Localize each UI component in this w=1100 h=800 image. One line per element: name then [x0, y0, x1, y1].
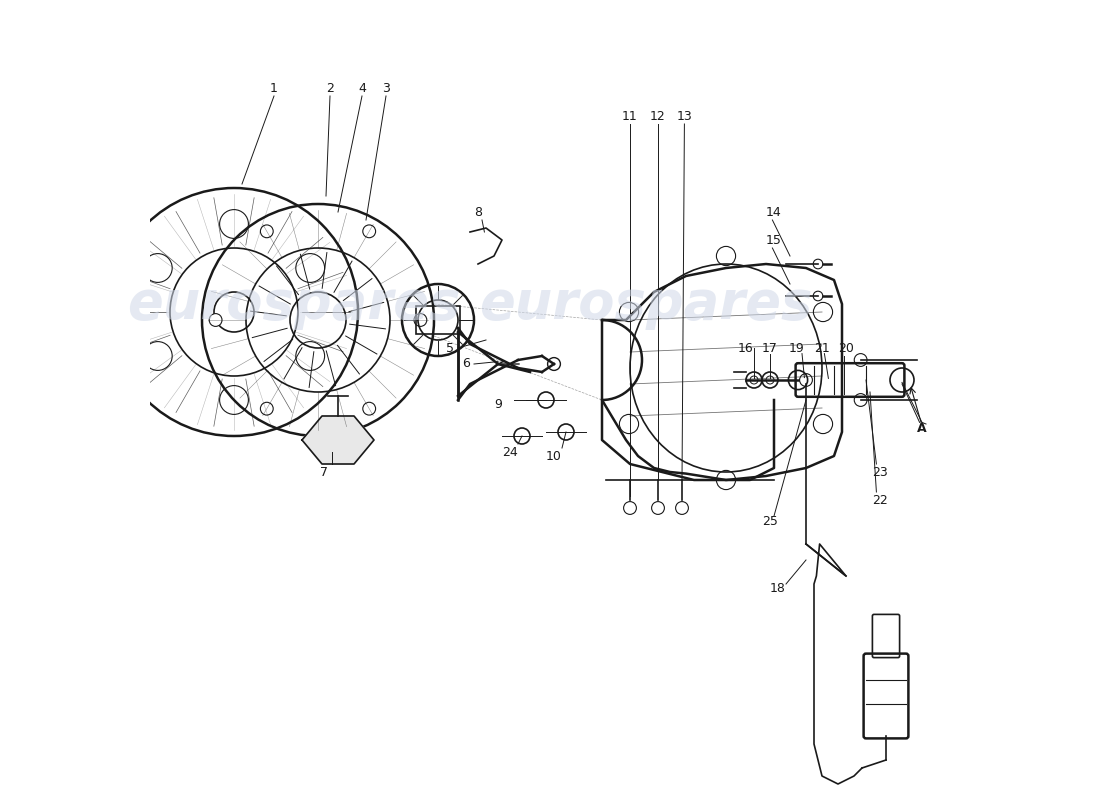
Text: 13: 13: [676, 110, 692, 122]
Text: eurospares: eurospares: [128, 278, 461, 330]
Circle shape: [548, 358, 560, 370]
Text: 12: 12: [650, 110, 666, 122]
Text: 19: 19: [789, 342, 804, 354]
Text: 3: 3: [382, 82, 389, 94]
Text: 5: 5: [446, 342, 454, 354]
Circle shape: [363, 225, 375, 238]
Text: A: A: [917, 422, 927, 434]
Text: 1: 1: [271, 82, 278, 94]
Circle shape: [261, 402, 273, 415]
Text: 14: 14: [766, 206, 782, 218]
Text: 7: 7: [320, 466, 329, 478]
Text: eurospares: eurospares: [480, 278, 813, 330]
Text: 22: 22: [871, 494, 888, 506]
Text: 10: 10: [546, 450, 562, 462]
Circle shape: [209, 314, 222, 326]
Text: 23: 23: [871, 466, 888, 478]
Text: 8: 8: [474, 206, 482, 218]
Text: 20: 20: [838, 342, 854, 354]
Circle shape: [363, 402, 375, 415]
Text: 17: 17: [762, 342, 778, 354]
Text: 21: 21: [814, 342, 829, 354]
Text: 24: 24: [502, 446, 518, 458]
Circle shape: [261, 225, 273, 238]
Text: 16: 16: [738, 342, 754, 354]
Text: 18: 18: [770, 582, 785, 594]
Text: 15: 15: [766, 234, 782, 246]
Text: 2: 2: [326, 82, 334, 94]
Text: 11: 11: [623, 110, 638, 122]
Text: 25: 25: [762, 515, 778, 528]
Polygon shape: [302, 416, 374, 464]
Circle shape: [414, 314, 427, 326]
Text: 6: 6: [462, 358, 470, 370]
Text: 9: 9: [494, 398, 502, 410]
Text: 4: 4: [359, 82, 366, 94]
